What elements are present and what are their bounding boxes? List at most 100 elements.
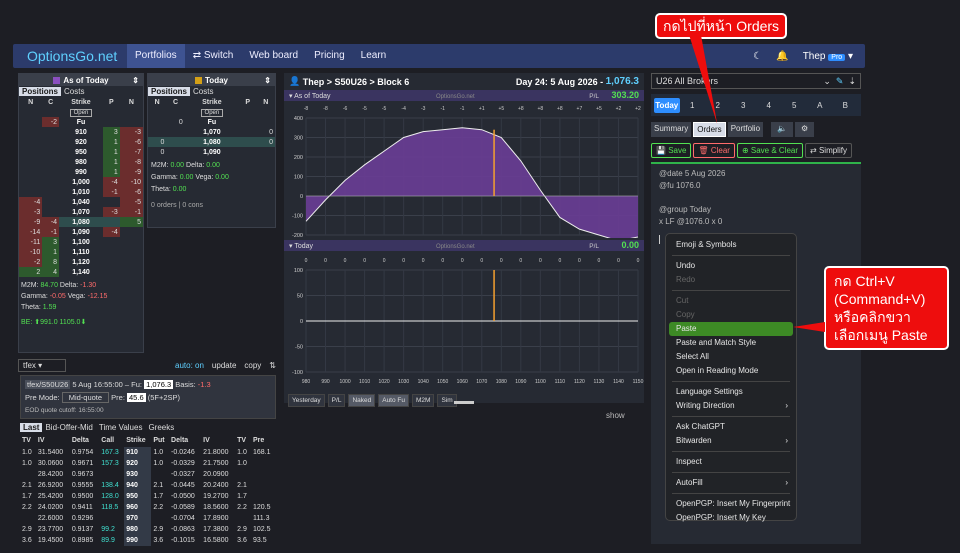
tab-costs[interactable]: Costs <box>64 87 85 96</box>
tab-summary[interactable]: Summary <box>651 122 692 137</box>
user-menu[interactable]: Thep Pro ▾ <box>802 50 853 62</box>
table-row[interactable]: 28.4200 0.9673 930 -0.0327 20.0900 <box>20 469 276 480</box>
table-row[interactable]: 1,070 0 <box>148 127 275 137</box>
broker-select[interactable]: U26 All Brokers ⌄ ✎ ⇣ <box>651 73 861 89</box>
brand-logo[interactable]: OptionsGo.net <box>27 48 118 64</box>
day-button[interactable]: Today <box>654 97 680 113</box>
table-row[interactable]: 0 Fu <box>148 117 275 127</box>
tab-positions[interactable]: Positions <box>19 87 62 96</box>
menu-item[interactable]: Bitwarden › <box>666 434 796 448</box>
simplify-button[interactable]: ⇄ Simplify <box>805 143 852 158</box>
menu-item[interactable]: Language Settings <box>676 387 743 396</box>
menu-item[interactable]: Copy <box>676 310 695 319</box>
table-row[interactable]: 22.6000 0.9296 970 -0.0704 17.8900 111.3 <box>20 513 276 524</box>
table-row[interactable]: -2 8 1,120 <box>19 257 143 267</box>
table-row[interactable]: 920 1 -6 <box>19 137 143 147</box>
menu-item[interactable]: Redo <box>676 275 696 284</box>
table-row[interactable]: 1.7 25.4200 0.9500 128.0 950 1.7 -0.0500 19.270… <box>20 491 276 502</box>
table-row[interactable]: 910 3 -3 <box>19 127 143 137</box>
menu-item[interactable]: Ask ChatGPT <box>676 422 725 431</box>
breadcrumb[interactable]: Thep > S50U26 > Block 6 <box>302 76 410 87</box>
day-button[interactable]: 5 <box>792 100 797 110</box>
table-row[interactable]: -4 1,040 -5 <box>19 197 143 207</box>
tab-orders[interactable]: Orders <box>693 122 726 137</box>
menu-item[interactable]: Cut <box>676 296 689 305</box>
moon-icon[interactable]: ☾ <box>753 50 763 62</box>
tab-costs[interactable]: Costs <box>193 87 214 96</box>
table-row[interactable]: 2 4 1,140 <box>19 267 143 277</box>
tab-portfolio[interactable]: Portfolio <box>727 122 764 137</box>
tab-chain[interactable]: Last <box>20 423 43 432</box>
day-button[interactable]: A <box>817 100 823 110</box>
nav-learn[interactable]: Learn <box>360 50 387 61</box>
update-button[interactable]: update <box>211 360 237 370</box>
payoff-chart-today[interactable]: ▾ Today OptionsGo.net P/L 0.00 0 0 0 0 0 0 0 0 0 0 0 0 0… <box>284 240 644 390</box>
table-row[interactable]: -10 1 1,110 <box>19 247 143 257</box>
chart-mode-button[interactable]: Auto Fu <box>378 394 409 407</box>
menu-item[interactable]: OpenPGP: Insert My Fingerprint <box>676 499 791 508</box>
open-badge[interactable]: Open <box>185 107 239 117</box>
table-row[interactable]: 3.6 19.4500 0.8985 89.9 990 3.6 -0.1015 16.5800… <box>20 535 276 546</box>
day-button[interactable]: 4 <box>766 100 771 110</box>
table-row[interactable]: -2 Fu <box>19 117 143 127</box>
table-row[interactable]: 980 1 -8 <box>19 157 143 167</box>
collapse-icon[interactable]: ⇕ <box>264 75 271 85</box>
clear-button[interactable]: 🗑 Clear <box>693 143 735 158</box>
payoff-chart-as-of-today[interactable]: ▾ As of Today OptionsGo.net P/L 303.20 -8 -8 -… <box>284 90 644 250</box>
tab-positions[interactable]: Positions <box>148 87 191 96</box>
table-row[interactable]: -3 1,070 -3 -1 <box>19 207 143 217</box>
speaker-icon[interactable]: 🔈 <box>771 122 794 137</box>
gear-icon[interactable]: ⚙ <box>795 122 815 137</box>
table-row[interactable]: 1.0 30.0600 0.9671 157.3 920 1.0 -0.0329 21.750… <box>20 458 276 469</box>
menu-item[interactable]: OpenPGP: Insert My Key <box>676 513 766 522</box>
day-button[interactable]: 2 <box>715 100 720 110</box>
table-row[interactable]: 1.0 31.5400 0.9754 167.3 910 1.0 -0.0246 21.800… <box>20 447 276 458</box>
expand-icon[interactable]: ⇣ <box>848 75 856 86</box>
table-row[interactable]: 1,010 -1 -6 <box>19 187 143 197</box>
save-button[interactable]: 💾 Save <box>651 143 692 158</box>
menu-item[interactable]: AutoFill › <box>666 476 796 490</box>
menu-item[interactable]: Paste and Match Style <box>676 338 757 347</box>
menu-item[interactable]: Select All <box>676 352 709 361</box>
chart-mode-button[interactable]: Sim <box>437 394 457 407</box>
tab-chain[interactable]: Time Values <box>98 423 143 432</box>
bell-icon[interactable]: 🔔 <box>776 50 789 62</box>
nav-pricing[interactable]: Pricing <box>314 50 345 61</box>
menu-item[interactable]: Open in Reading Mode <box>676 366 759 375</box>
edit-icon[interactable]: ✎ <box>835 75 844 86</box>
copy-button[interactable]: copy <box>244 360 262 370</box>
table-row[interactable]: -11 3 1,100 <box>19 237 143 247</box>
menu-item[interactable]: Paste <box>669 322 793 336</box>
chart-mode-button[interactable]: Naked <box>348 394 376 407</box>
day-button[interactable]: 3 <box>741 100 746 110</box>
nav-switch[interactable]: ⇄ Switch <box>192 50 234 61</box>
auto-toggle[interactable]: auto: on <box>175 360 204 370</box>
table-row[interactable]: 2.9 23.7700 0.9137 99.2 980 2.9 -0.0863 17.3800… <box>20 524 276 535</box>
open-badge[interactable]: Open <box>59 107 103 117</box>
table-row[interactable]: 950 1 -7 <box>19 147 143 157</box>
show-button[interactable]: show <box>606 411 625 420</box>
menu-item[interactable]: Inspect <box>676 457 702 466</box>
tab-chain[interactable]: Bid-Offer-Mid <box>45 423 93 432</box>
tab-chain[interactable]: Greeks <box>148 423 175 432</box>
save-clear-button[interactable]: ⊕ Save & Clear <box>736 143 804 158</box>
menu-item[interactable]: Writing Direction › <box>666 399 796 413</box>
nav-portfolios[interactable]: Portfolios <box>127 44 185 68</box>
day-button[interactable]: 1 <box>690 100 695 110</box>
day-button[interactable]: B <box>842 100 848 110</box>
chart-mode-button[interactable]: M2M <box>412 394 435 407</box>
table-row[interactable]: 2.2 24.0200 0.9411 118.5 960 2.2 -0.0589 18.560… <box>20 502 276 513</box>
chart-mode-button[interactable]: P/L <box>327 394 346 407</box>
table-row[interactable]: 1,000 -4 -10 <box>19 177 143 187</box>
menu-item[interactable]: Emoji & Symbols <box>676 240 737 249</box>
pre-mode-select[interactable]: Mid-quote <box>61 392 110 403</box>
collapse-icon[interactable]: ⇕ <box>132 75 139 85</box>
nav-web-board[interactable]: Web board <box>249 50 299 61</box>
table-row[interactable]: -14 -1 1,090 -4 <box>19 227 143 237</box>
sort-icon[interactable]: ⇅ <box>269 360 276 370</box>
table-row[interactable]: 0 1,090 <box>148 147 275 157</box>
menu-item[interactable]: Undo <box>676 261 696 270</box>
table-row[interactable]: 2.1 26.9200 0.9555 138.4 940 2.1 -0.0445 20.240… <box>20 480 276 491</box>
chart-mode-button[interactable]: Yesterday <box>288 394 325 407</box>
source-select[interactable]: tfex ▾ <box>18 358 66 372</box>
